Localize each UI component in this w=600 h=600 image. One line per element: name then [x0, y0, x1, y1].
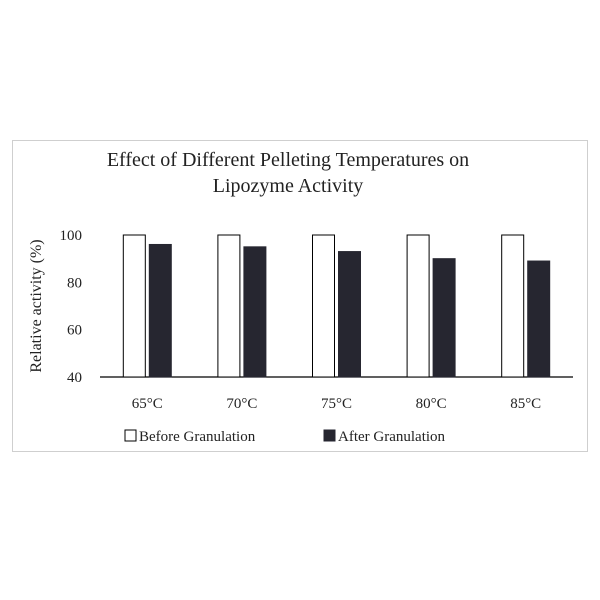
- bar-after-granulation: [148, 243, 172, 378]
- y-axis-label: Relative activity (%): [28, 239, 45, 372]
- chart-frame: [12, 140, 588, 452]
- bar-after-granulation: [432, 258, 456, 378]
- y-tick-label: 40: [67, 370, 82, 386]
- bar-before-granulation: [122, 234, 146, 378]
- x-tick-label: 85°C: [510, 396, 541, 412]
- legend: Before Granulation After Granulation: [124, 429, 446, 445]
- bar-after-granulation: [338, 251, 361, 378]
- x-tick-label: 80°C: [416, 396, 447, 412]
- bar-before-granulation: [312, 234, 335, 378]
- x-tick-label: 65°C: [132, 396, 163, 412]
- legend-label: Before Granulation: [139, 429, 256, 445]
- x-tick-label: 70°C: [226, 396, 257, 412]
- bar-before-granulation: [217, 234, 241, 378]
- bar-before-granulation: [406, 234, 430, 378]
- plot-area: 40 60 80 100 65°C 70°C 75°C 80°C 85°C: [60, 228, 573, 412]
- chart-title-line-1: Effect of Different Pelleting Temperatur…: [107, 149, 469, 171]
- bar-after-granulation: [243, 246, 267, 378]
- bar-before-granulation: [501, 234, 525, 378]
- legend-swatch: [323, 429, 336, 442]
- y-tick-label: 60: [67, 323, 82, 339]
- x-tick-label: 75°C: [321, 396, 352, 412]
- y-tick-label: 80: [67, 275, 82, 291]
- legend-swatch: [124, 429, 137, 442]
- bar-after-granulation: [527, 260, 551, 378]
- legend-label: After Granulation: [338, 429, 446, 445]
- y-tick-label: 100: [60, 228, 83, 244]
- chart-title-line-2: Lipozyme Activity: [213, 175, 364, 197]
